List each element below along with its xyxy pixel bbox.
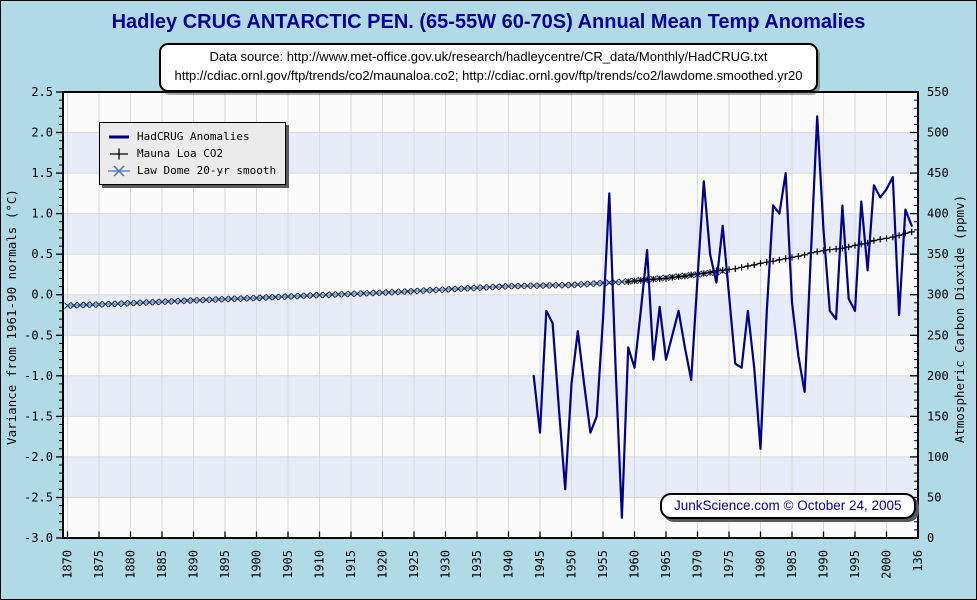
- svg-text:0: 0: [927, 531, 934, 545]
- svg-text:1940: 1940: [502, 550, 516, 579]
- svg-text:1990: 1990: [817, 550, 831, 579]
- svg-text:50: 50: [927, 491, 941, 505]
- source-box: Data source: http://www.met-office.gov.u…: [158, 43, 819, 92]
- svg-text:0.5: 0.5: [31, 247, 53, 261]
- svg-text:1910: 1910: [313, 550, 327, 579]
- svg-text:1905: 1905: [281, 550, 295, 579]
- svg-text:1965: 1965: [659, 550, 673, 579]
- svg-text:400: 400: [927, 207, 949, 221]
- svg-text:1950: 1950: [565, 550, 579, 579]
- svg-text:2.5: 2.5: [31, 85, 53, 99]
- svg-text:-2.0: -2.0: [24, 450, 53, 464]
- svg-text:1880: 1880: [124, 550, 138, 579]
- svg-text:250: 250: [927, 328, 949, 342]
- svg-text:-1.5: -1.5: [24, 409, 53, 423]
- svg-text:100: 100: [927, 450, 949, 464]
- svg-text:1895: 1895: [218, 550, 232, 579]
- source-line-1: Data source: http://www.met-office.gov.u…: [209, 49, 768, 64]
- svg-text:1945: 1945: [533, 550, 547, 579]
- svg-text:1985: 1985: [785, 550, 799, 579]
- svg-text:1870: 1870: [61, 550, 75, 579]
- svg-text:300: 300: [927, 288, 949, 302]
- svg-text:1970: 1970: [691, 550, 705, 579]
- svg-text:1975: 1975: [722, 550, 736, 579]
- svg-text:1920: 1920: [376, 550, 390, 579]
- svg-text:Atmospheric Carbon Dioxide (pp: Atmospheric Carbon Dioxide (ppmv): [952, 195, 967, 443]
- svg-text:1995: 1995: [848, 550, 862, 579]
- chart-title: Hadley CRUG ANTARCTIC PEN. (65-55W 60-70…: [111, 11, 866, 33]
- svg-text:1.0: 1.0: [31, 207, 53, 221]
- legend-item-maunaloa: Mauna Loa CO2: [106, 145, 276, 162]
- svg-text:2000: 2000: [880, 550, 894, 579]
- plus-marker-icon: [110, 148, 128, 159]
- svg-text:1960: 1960: [628, 550, 642, 579]
- watermark-text: JunkScience.com © October 24, 2005: [674, 498, 902, 513]
- line-sample-icon: [109, 135, 129, 138]
- svg-text:2.0: 2.0: [31, 126, 53, 140]
- x-marker-icon: [108, 165, 130, 176]
- legend-label: HadCRUG Anomalies: [137, 130, 250, 143]
- watermark-box: JunkScience.com © October 24, 2005: [660, 493, 916, 519]
- svg-text:1915: 1915: [344, 550, 358, 579]
- legend-item-lawdome: Law Dome 20-yr smooth: [106, 162, 276, 179]
- svg-text:Variance from 1961-90 normals: Variance from 1961-90 normals (°C): [4, 189, 19, 445]
- svg-text:1885: 1885: [155, 550, 169, 579]
- legend: HadCRUG Anomalies Mauna Loa CO2 Law Dome…: [99, 122, 287, 185]
- svg-text:450: 450: [927, 166, 949, 180]
- svg-text:1.5: 1.5: [31, 166, 53, 180]
- svg-text:1925: 1925: [407, 550, 421, 579]
- source-line-2: http://cdiac.ornl.gov/ftp/trends/co2/mau…: [174, 67, 803, 83]
- legend-label: Mauna Loa CO2: [137, 147, 224, 160]
- svg-text:150: 150: [927, 409, 949, 423]
- svg-text:0.0: 0.0: [31, 288, 53, 302]
- svg-text:136: 136: [911, 550, 925, 572]
- svg-text:-3.0: -3.0: [24, 531, 53, 545]
- svg-text:-2.5: -2.5: [24, 491, 53, 505]
- svg-text:1955: 1955: [596, 550, 610, 579]
- svg-text:350: 350: [927, 247, 949, 261]
- svg-text:500: 500: [927, 126, 949, 140]
- svg-text:1890: 1890: [187, 550, 201, 579]
- svg-text:1935: 1935: [470, 550, 484, 579]
- svg-text:1900: 1900: [250, 550, 264, 579]
- legend-label: Law Dome 20-yr smooth: [137, 164, 277, 177]
- legend-item-hadcrug: HadCRUG Anomalies: [106, 128, 276, 145]
- svg-text:1980: 1980: [754, 550, 768, 579]
- svg-text:-0.5: -0.5: [24, 328, 53, 342]
- svg-text:200: 200: [927, 369, 949, 383]
- svg-text:550: 550: [927, 85, 949, 99]
- svg-text:-1.0: -1.0: [24, 369, 53, 383]
- svg-text:1875: 1875: [92, 550, 106, 579]
- svg-text:1930: 1930: [439, 550, 453, 579]
